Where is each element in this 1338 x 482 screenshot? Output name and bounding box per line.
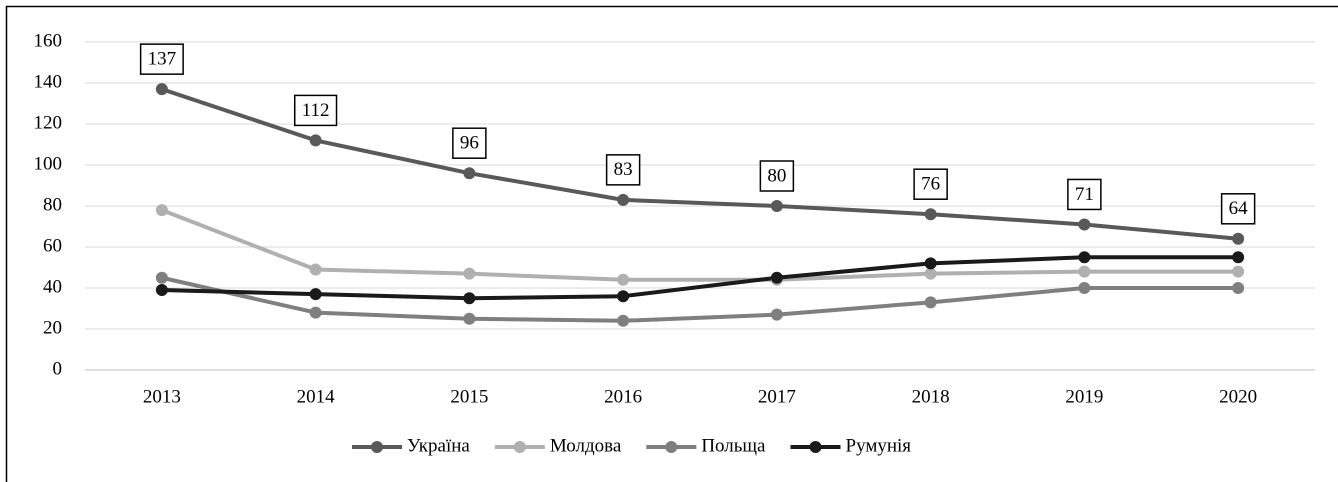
data-point bbox=[463, 292, 476, 305]
data-label: 137 bbox=[148, 49, 177, 70]
data-point bbox=[617, 314, 630, 327]
data-point bbox=[1232, 265, 1245, 278]
data-label-box bbox=[605, 154, 641, 186]
data-point bbox=[924, 296, 937, 309]
series-line bbox=[161, 208, 1239, 282]
data-label-box bbox=[913, 168, 948, 200]
x-tick-label: 2016 bbox=[604, 386, 642, 407]
data-label: 83 bbox=[614, 159, 633, 180]
legend-label: Польща bbox=[701, 435, 766, 456]
legend-marker bbox=[809, 441, 822, 453]
data-point bbox=[924, 267, 937, 280]
data-label: 112 bbox=[302, 100, 330, 121]
data-label-box bbox=[1067, 178, 1102, 211]
data-point bbox=[1078, 265, 1091, 278]
data-point bbox=[155, 83, 168, 96]
legend-label: Україна bbox=[407, 435, 470, 456]
data-point bbox=[155, 284, 168, 297]
data-point bbox=[309, 134, 322, 147]
data-label-box bbox=[1220, 193, 1256, 225]
data-label-box bbox=[759, 160, 795, 192]
y-tick-label: 0 bbox=[53, 358, 63, 379]
data-point bbox=[463, 167, 476, 180]
data-point bbox=[309, 288, 322, 301]
x-tick-label: 2020 bbox=[1219, 386, 1257, 407]
data-label-box bbox=[452, 127, 487, 159]
x-tick-label: 2018 bbox=[912, 386, 950, 407]
x-tick-label: 2013 bbox=[143, 386, 181, 407]
data-label-box bbox=[139, 43, 184, 75]
y-tick-label: 40 bbox=[43, 276, 62, 297]
x-tick-label: 2019 bbox=[1065, 386, 1103, 407]
data-point bbox=[1078, 282, 1091, 294]
data-point bbox=[1232, 232, 1245, 245]
y-tick-label: 100 bbox=[34, 153, 63, 174]
data-point bbox=[309, 263, 322, 276]
data-point bbox=[924, 257, 937, 270]
data-point bbox=[770, 308, 783, 321]
data-point bbox=[1078, 251, 1091, 264]
data-point bbox=[617, 290, 630, 303]
data-label: 76 bbox=[921, 174, 940, 195]
legend-label: Молдова bbox=[550, 435, 622, 456]
data-point bbox=[770, 200, 783, 212]
data-point bbox=[617, 273, 630, 286]
data-label: 71 bbox=[1075, 184, 1094, 205]
y-tick-label: 20 bbox=[43, 317, 62, 338]
chart-border bbox=[5, 5, 1338, 482]
data-point bbox=[1232, 251, 1245, 264]
data-point bbox=[1232, 282, 1245, 294]
y-tick-label: 160 bbox=[34, 30, 63, 51]
y-tick-label: 120 bbox=[34, 112, 63, 133]
y-tick-label: 60 bbox=[43, 235, 62, 256]
data-point bbox=[617, 193, 630, 206]
data-label-box bbox=[293, 94, 338, 127]
series-line bbox=[161, 255, 1239, 301]
x-tick-label: 2014 bbox=[297, 386, 336, 407]
data-label: 80 bbox=[767, 165, 786, 186]
data-point bbox=[155, 204, 168, 217]
data-label: 96 bbox=[460, 133, 479, 154]
series-line bbox=[161, 87, 1239, 241]
legend-marker bbox=[665, 441, 678, 453]
data-label: 64 bbox=[1229, 198, 1249, 219]
data-point bbox=[155, 271, 168, 284]
data-point bbox=[463, 312, 476, 325]
legend-marker bbox=[513, 441, 526, 453]
data-point bbox=[1078, 218, 1091, 231]
x-tick-label: 2015 bbox=[450, 386, 488, 407]
y-tick-label: 140 bbox=[34, 71, 63, 92]
data-point bbox=[309, 306, 322, 319]
legend-label: Румунія bbox=[846, 435, 912, 456]
legend-marker bbox=[371, 441, 383, 453]
x-tick-label: 2017 bbox=[758, 386, 796, 407]
data-point bbox=[770, 271, 783, 284]
series-line bbox=[161, 275, 1239, 323]
y-tick-label: 80 bbox=[43, 194, 62, 215]
data-point bbox=[463, 267, 476, 280]
data-point bbox=[924, 208, 937, 221]
